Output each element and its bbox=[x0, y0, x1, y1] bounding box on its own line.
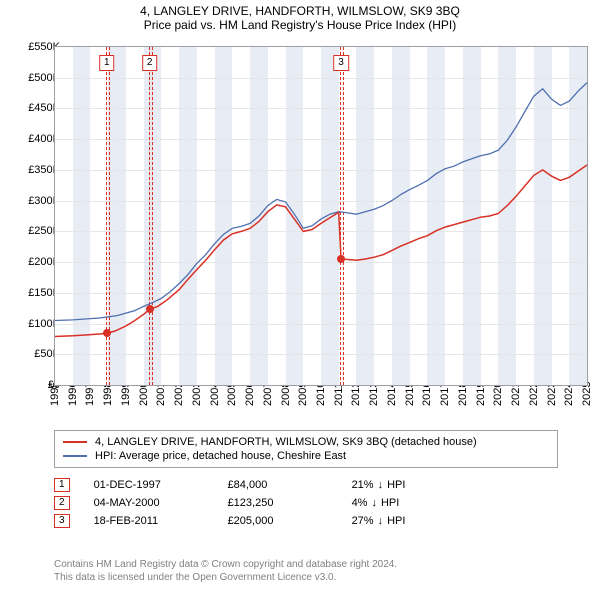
transaction-delta: 21% ↓ HPI bbox=[352, 479, 462, 491]
x-tick-label: 2009 bbox=[297, 396, 309, 406]
y-tick-label: £400K bbox=[10, 133, 60, 145]
x-tick-label: 2015 bbox=[404, 396, 416, 406]
transaction-price: £123,250 bbox=[228, 497, 328, 509]
transaction-delta: 27% ↓ HPI bbox=[352, 515, 462, 527]
x-tick-label: 2014 bbox=[386, 396, 398, 406]
legend-swatch-hpi bbox=[63, 455, 87, 457]
transaction-row: 3 18-FEB-2011 £205,000 27% ↓ HPI bbox=[54, 512, 558, 530]
x-tick-label: 1998 bbox=[102, 396, 114, 406]
legend-row: 4, LANGLEY DRIVE, HANDFORTH, WILMSLOW, S… bbox=[63, 435, 549, 449]
y-tick-label: £500K bbox=[10, 72, 60, 84]
transaction-point bbox=[337, 255, 345, 263]
x-tick-label: 2007 bbox=[262, 396, 274, 406]
y-tick-label: £50K bbox=[10, 348, 60, 360]
transaction-date: 04-MAY-2000 bbox=[94, 497, 204, 509]
transaction-index: 2 bbox=[54, 496, 70, 510]
transaction-point bbox=[103, 329, 111, 337]
x-tick-label: 2025 bbox=[581, 396, 593, 406]
price-line-segment bbox=[55, 333, 107, 336]
x-tick-label: 2021 bbox=[510, 396, 522, 406]
y-tick-label: £150K bbox=[10, 287, 60, 299]
page: 4, LANGLEY DRIVE, HANDFORTH, WILMSLOW, S… bbox=[0, 0, 600, 590]
x-tick-label: 2001 bbox=[155, 396, 167, 406]
x-tick-label: 2020 bbox=[492, 396, 504, 406]
transaction-point bbox=[146, 305, 154, 313]
transaction-marker: 1 bbox=[99, 55, 115, 71]
legend-row: HPI: Average price, detached house, Ches… bbox=[63, 449, 549, 463]
x-tick-label: 2005 bbox=[226, 396, 238, 406]
x-tick-label: 2024 bbox=[563, 396, 575, 406]
x-tick-label: 2016 bbox=[421, 396, 433, 406]
y-tick-label: £100K bbox=[10, 318, 60, 330]
y-tick-label: £550K bbox=[10, 41, 60, 53]
x-tick-label: 1997 bbox=[84, 396, 96, 406]
legend-label-hpi: HPI: Average price, detached house, Ches… bbox=[95, 450, 346, 462]
y-tick-label: £350K bbox=[10, 164, 60, 176]
footer: Contains HM Land Registry data © Crown c… bbox=[54, 558, 397, 584]
x-tick-label: 2004 bbox=[209, 396, 221, 406]
x-tick-label: 2013 bbox=[368, 396, 380, 406]
price-line-segment bbox=[341, 165, 587, 260]
x-tick-label: 2002 bbox=[173, 396, 185, 406]
y-tick-label: £250K bbox=[10, 225, 60, 237]
y-tick-label: £200K bbox=[10, 256, 60, 268]
x-tick-label: 2019 bbox=[475, 396, 487, 406]
transaction-marker: 3 bbox=[333, 55, 349, 71]
transaction-date: 18-FEB-2011 bbox=[94, 515, 204, 527]
chart-plot: 1 2 3 bbox=[54, 46, 588, 386]
transaction-date: 01-DEC-1997 bbox=[94, 479, 204, 491]
y-tick-label: £450K bbox=[10, 102, 60, 114]
x-tick-label: 1999 bbox=[120, 396, 132, 406]
x-tick-label: 2008 bbox=[280, 396, 292, 406]
x-tick-label: 2003 bbox=[191, 396, 203, 406]
transaction-index: 1 bbox=[54, 478, 70, 492]
transaction-marker: 2 bbox=[142, 55, 158, 71]
arrow-down-icon: ↓ bbox=[378, 515, 384, 527]
x-tick-label: 2010 bbox=[315, 396, 327, 406]
price-line-segment bbox=[150, 205, 341, 309]
x-tick-label: 1996 bbox=[67, 396, 79, 406]
x-tick-label: 2012 bbox=[350, 396, 362, 406]
transaction-table: 1 01-DEC-1997 £84,000 21% ↓ HPI 2 04-MAY-2000… bbox=[54, 476, 558, 530]
chart-title: 4, LANGLEY DRIVE, HANDFORTH, WILMSLOW, S… bbox=[0, 0, 600, 18]
footer-line2: This data is licensed under the Open Gov… bbox=[54, 571, 397, 584]
legend-label-price: 4, LANGLEY DRIVE, HANDFORTH, WILMSLOW, S… bbox=[95, 436, 477, 448]
x-tick-label: 2022 bbox=[528, 396, 540, 406]
arrow-down-icon: ↓ bbox=[371, 497, 377, 509]
transaction-row: 2 04-MAY-2000 £123,250 4% ↓ HPI bbox=[54, 494, 558, 512]
x-tick-label: 2000 bbox=[138, 396, 150, 406]
transaction-price: £84,000 bbox=[228, 479, 328, 491]
transaction-price: £205,000 bbox=[228, 515, 328, 527]
chart-subtitle: Price paid vs. HM Land Registry's House … bbox=[0, 18, 600, 34]
y-tick-label: £300K bbox=[10, 195, 60, 207]
legend: 4, LANGLEY DRIVE, HANDFORTH, WILMSLOW, S… bbox=[54, 430, 558, 468]
transaction-row: 1 01-DEC-1997 £84,000 21% ↓ HPI bbox=[54, 476, 558, 494]
transaction-delta: 4% ↓ HPI bbox=[352, 497, 462, 509]
x-tick-label: 2006 bbox=[244, 396, 256, 406]
hpi-line bbox=[55, 83, 587, 321]
x-tick-label: 2017 bbox=[439, 396, 451, 406]
legend-swatch-price bbox=[63, 441, 87, 443]
transaction-index: 3 bbox=[54, 514, 70, 528]
x-tick-label: 2018 bbox=[457, 396, 469, 406]
x-tick-label: 2011 bbox=[333, 396, 345, 406]
x-tick-label: 1995 bbox=[49, 396, 61, 406]
footer-line1: Contains HM Land Registry data © Crown c… bbox=[54, 558, 397, 571]
arrow-down-icon: ↓ bbox=[378, 479, 384, 491]
chart-lines bbox=[55, 47, 587, 385]
x-tick-label: 2023 bbox=[546, 396, 558, 406]
